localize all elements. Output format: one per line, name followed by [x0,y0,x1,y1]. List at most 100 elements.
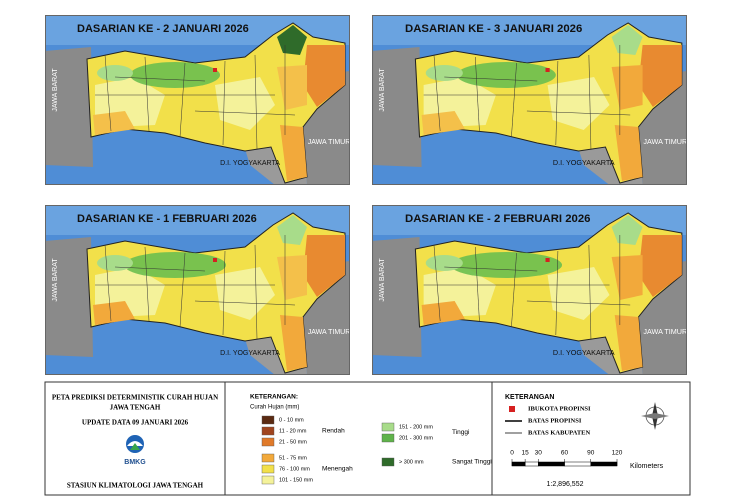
dry-zone [303,235,345,297]
south-label: D.I. YOGYAKARTA [553,349,615,357]
regency-border [104,54,112,132]
central-java [86,212,346,374]
legend-subheading: Curah Hujan (mm) [250,405,299,411]
map-panel: DASARIAN KE - 2 JANUARI 2026 JAWA BARAT JA… [45,15,350,185]
regency-border [194,110,296,116]
east-label: JAWA TIMUR [643,328,687,336]
update-date: UPDATE DATA 09 JANUARI 2026 [82,419,189,427]
regency-label: BATAS KABUPATEN [528,429,590,436]
map-subtitle: JAWA TENGAH [110,404,161,412]
wet-zone [425,255,463,271]
west-label: JAWA BARAT [378,68,386,112]
dry-zone [280,125,307,181]
very-wet-zone [611,215,643,245]
regency-border [588,244,592,340]
regency-border [511,252,517,328]
west-label: JAWA BARAT [52,68,59,112]
regency-border [475,246,480,322]
province-label: BATAS PROPINSI [528,417,582,424]
west-label: JAWA BARAT [378,258,386,302]
very-wet-zone [611,25,643,55]
dry-zone [277,65,307,110]
wet-zone [97,255,133,271]
legend-swatch [381,433,395,443]
scale-tick-label: 15 [522,450,530,457]
legend-group-label: Sangat Tinggi [452,459,492,466]
regency-border [555,60,559,146]
regency-border [555,250,559,336]
regency-border [254,54,258,150]
legend-item-label: 151 - 200 mm [399,424,433,430]
regency-border [444,76,538,82]
wet-zone [124,252,226,278]
legend-group-label: Tinggi [452,429,469,436]
panel-title: DASARIAN KE - 2 FEBRUARI 2026 [405,213,590,225]
wet-zone [456,62,556,88]
capital-marker [213,68,217,72]
info-frame [44,381,691,496]
regency-border [444,266,538,272]
regency-border [179,62,186,138]
dry-zone [277,255,307,300]
regency-border [114,76,206,82]
scale-bar: 0 15 30 60 90 120 [510,450,623,467]
dry-zone [611,65,643,110]
regency-border [433,244,441,322]
regency-border [144,246,150,322]
light-zone [215,77,275,130]
dry-zone [93,111,135,135]
logo-text: BMKG [124,459,146,466]
legend: 0 - 10 mm 11 - 20 mm 21 - 50 mm Rendah 51 - … [261,415,492,485]
scale-unit: Kilometers [630,463,664,470]
legend-item-label: 11 - 20 mm [279,428,307,434]
regency-border [511,62,517,138]
panel-title: DASARIAN KE - 2 JANUARI 2026 [77,23,249,35]
legend-group-label: Menengah [322,466,353,473]
regency-border [179,252,186,328]
scale-tick-label: 90 [587,450,595,457]
panel-title: DASARIAN KE - 3 JANUARI 2026 [405,23,582,35]
dry-zone [614,315,643,371]
scale-tick-label: 30 [535,450,543,457]
scale-segment [564,461,591,467]
map-panel: DASARIAN KE - 2 FEBRUARI 2026 JAWA BARAT J… [372,205,687,375]
west-province [372,47,422,167]
capital-marker [213,258,217,262]
dry-zone [638,45,682,107]
regency-border [194,300,296,306]
wet-zone [425,65,463,81]
legend-swatch [261,475,275,485]
regency-border [144,56,150,132]
light-zone [547,77,610,130]
south-label: D.I. YOGYAKARTA [220,350,280,357]
symbols-heading: KETERANGAN [505,394,554,401]
scale-segment [538,461,565,467]
dry-zone [93,301,135,325]
legend-item-label: 76 - 100 mm [279,466,310,472]
map-panel: DASARIAN KE - 3 JANUARI 2026 JAWA BARAT JA… [372,15,687,185]
dry-zone [303,45,345,107]
capital-label: IBUKOTA PROPINSI [528,405,591,412]
capital-symbol [509,406,515,412]
central-java [414,22,683,184]
legend-item-label: 51 - 75 mm [279,455,307,461]
central-java [414,212,683,374]
legend-swatch [381,422,395,432]
compass [641,402,669,430]
regency-border [433,54,441,132]
east-label: JAWA TIMUR [308,329,351,336]
legend-item-label: 201 - 300 mm [399,435,433,441]
scale-tick-label: 0 [510,450,514,457]
map-panel: DASARIAN KE - 1 FEBRUARI 2026 JAWA BARAT J… [45,205,350,375]
wet-zone [130,62,220,88]
regency-border [526,300,631,306]
panel-frame [45,205,350,375]
scale-ratio: 1:2,896,552 [547,481,584,488]
regency-border [114,266,206,272]
wet-zone [97,65,133,81]
map-panels: DASARIAN KE - 2 JANUARI 2026 JAWA BARAT JA… [45,15,687,375]
capital-marker [545,258,550,262]
panel-title: DASARIAN KE - 1 FEBRUARI 2026 [77,213,257,225]
panel-frame [372,15,687,185]
